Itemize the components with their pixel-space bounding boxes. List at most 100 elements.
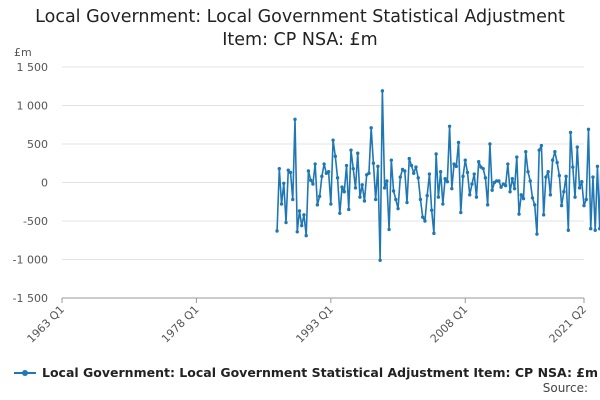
data-point[interactable] [577, 186, 582, 190]
data-point[interactable] [566, 228, 571, 232]
data-point[interactable] [575, 145, 579, 149]
data-point[interactable] [573, 195, 577, 199]
data-point[interactable] [497, 179, 501, 183]
data-point[interactable] [429, 208, 434, 212]
data-point[interactable] [472, 172, 476, 176]
data-point[interactable] [559, 203, 564, 208]
data-point[interactable] [369, 126, 373, 130]
data-point[interactable] [470, 182, 474, 186]
data-point[interactable] [485, 203, 490, 207]
data-point[interactable] [342, 190, 346, 194]
data-point[interactable] [344, 163, 349, 168]
data-point[interactable] [568, 130, 573, 135]
data-point[interactable] [279, 202, 284, 206]
data-point[interactable] [580, 180, 584, 184]
data-point[interactable] [297, 209, 302, 213]
data-point[interactable] [468, 193, 472, 197]
data-point[interactable] [338, 211, 342, 215]
data-point[interactable] [335, 176, 340, 180]
data-point[interactable] [315, 203, 320, 207]
data-point[interactable] [586, 127, 591, 132]
data-point[interactable] [595, 164, 600, 169]
data-point[interactable] [503, 183, 508, 188]
data-point[interactable] [541, 213, 546, 217]
data-point[interactable] [286, 168, 290, 172]
data-point[interactable] [506, 162, 510, 166]
data-point[interactable] [546, 170, 550, 174]
data-point[interactable] [304, 233, 308, 238]
data-point[interactable] [277, 166, 282, 171]
data-point[interactable] [412, 171, 416, 175]
data-point[interactable] [515, 155, 519, 159]
data-point[interactable] [539, 143, 544, 148]
data-point[interactable] [367, 171, 371, 175]
data-point[interactable] [456, 140, 461, 145]
data-point[interactable] [351, 166, 355, 171]
data-point[interactable] [349, 148, 353, 152]
data-point[interactable] [425, 193, 429, 198]
data-point[interactable] [432, 231, 436, 236]
data-point[interactable] [550, 158, 555, 162]
data-point[interactable] [391, 189, 396, 193]
data-point[interactable] [593, 228, 597, 232]
data-point[interactable] [414, 165, 418, 169]
data-point[interactable] [421, 215, 425, 219]
data-point[interactable] [488, 142, 492, 146]
data-point[interactable] [284, 220, 288, 225]
data-point[interactable] [557, 173, 562, 178]
data-point[interactable] [291, 197, 295, 202]
data-point[interactable] [555, 160, 559, 165]
data-point[interactable] [311, 182, 315, 186]
data-point[interactable] [528, 179, 532, 183]
data-point[interactable] [371, 161, 376, 165]
data-point[interactable] [423, 219, 427, 223]
data-point[interactable] [544, 175, 548, 179]
data-point[interactable] [295, 230, 299, 234]
data-point[interactable] [463, 158, 467, 162]
data-point[interactable] [308, 178, 313, 182]
data-point[interactable] [320, 174, 324, 179]
data-point[interactable] [300, 223, 304, 228]
data-point[interactable] [443, 176, 447, 181]
data-point[interactable] [436, 195, 441, 199]
data-point[interactable] [427, 172, 432, 176]
data-point[interactable] [347, 207, 351, 212]
data-point[interactable] [322, 162, 326, 166]
data-point[interactable] [434, 152, 438, 156]
data-point[interactable] [326, 170, 331, 174]
data-point[interactable] [589, 227, 593, 231]
data-point[interactable] [398, 175, 402, 179]
data-point[interactable] [447, 124, 452, 128]
data-point[interactable] [313, 162, 317, 166]
data-point[interactable] [385, 179, 389, 183]
data-point[interactable] [340, 185, 344, 189]
data-point[interactable] [452, 162, 456, 166]
data-point[interactable] [553, 150, 557, 154]
data-point[interactable] [282, 181, 286, 185]
data-point[interactable] [378, 258, 382, 262]
data-point[interactable] [317, 194, 322, 199]
data-point[interactable] [517, 212, 521, 216]
data-point[interactable] [356, 151, 360, 155]
data-point[interactable] [329, 202, 333, 206]
data-point[interactable] [387, 227, 391, 232]
data-point[interactable] [275, 229, 279, 233]
source-label[interactable]: Source: [542, 381, 588, 395]
data-point[interactable] [521, 196, 526, 201]
data-point[interactable] [533, 203, 537, 207]
data-point[interactable] [584, 197, 588, 202]
data-point[interactable] [526, 170, 530, 174]
data-point[interactable] [288, 170, 293, 175]
data-point[interactable] [530, 196, 535, 200]
data-point[interactable] [438, 170, 443, 174]
data-point[interactable] [418, 197, 423, 202]
data-point[interactable] [353, 186, 358, 190]
data-point[interactable] [331, 138, 335, 142]
data-point[interactable] [474, 195, 479, 199]
data-point[interactable] [407, 156, 411, 161]
data-point[interactable] [306, 169, 311, 173]
data-point[interactable] [519, 193, 523, 197]
data-point[interactable] [454, 164, 458, 169]
data-point[interactable] [409, 163, 414, 168]
data-point[interactable] [477, 160, 481, 164]
